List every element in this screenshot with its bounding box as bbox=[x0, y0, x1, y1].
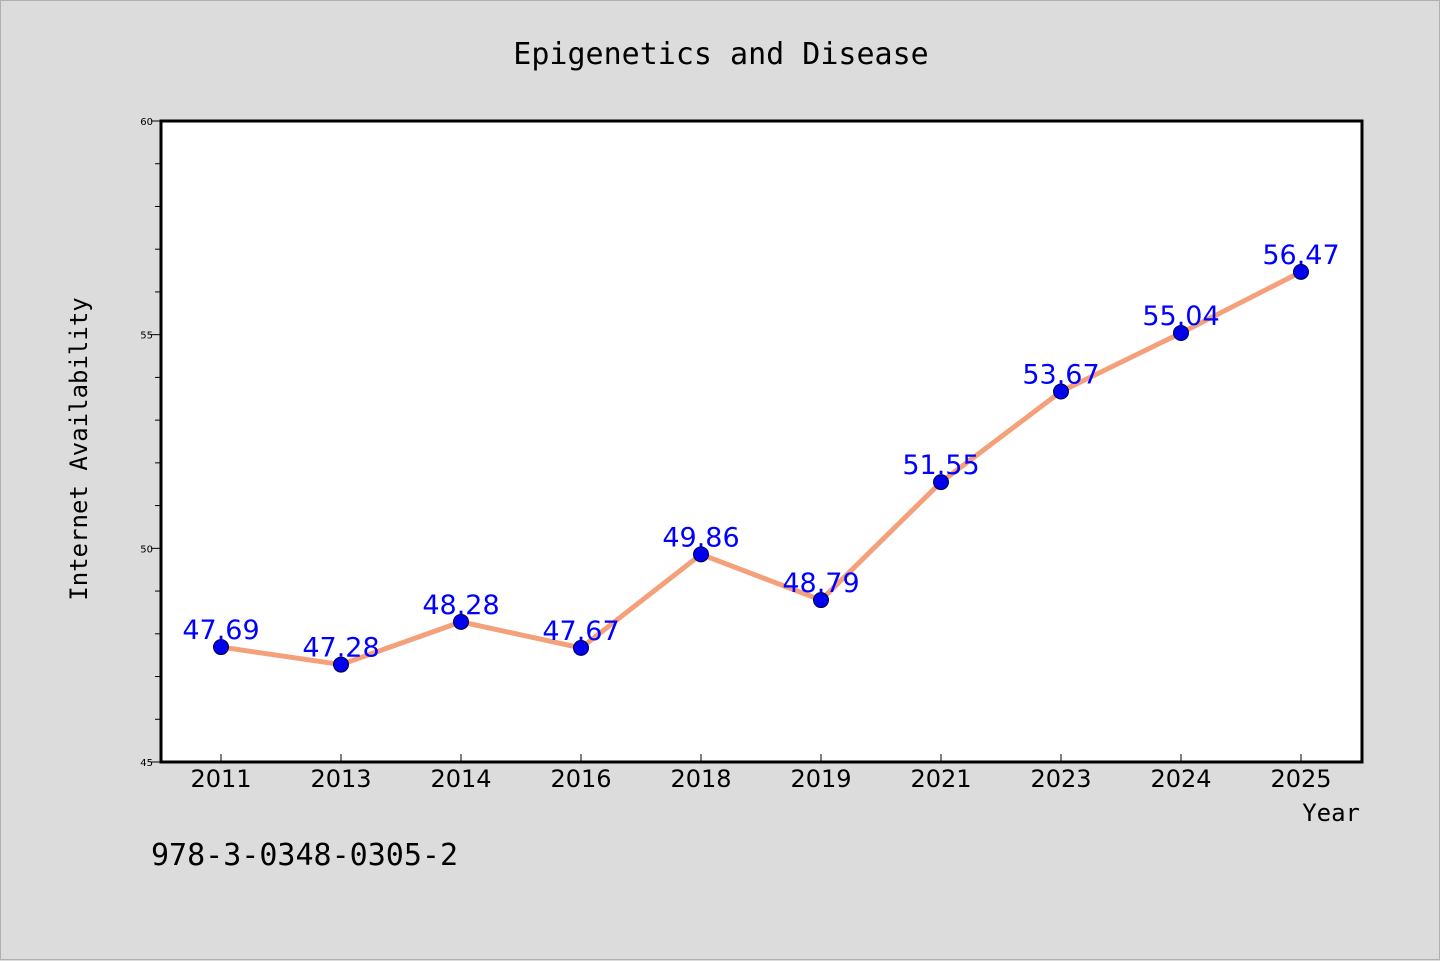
data-point bbox=[1173, 324, 1189, 341]
x-tick-label: 2013 bbox=[310, 765, 371, 793]
data-point bbox=[1293, 263, 1309, 280]
data-point bbox=[213, 639, 229, 656]
x-tick-label: 2011 bbox=[190, 765, 251, 793]
x-axis-label: Year bbox=[1302, 799, 1360, 827]
x-tick-label: 2016 bbox=[550, 765, 611, 793]
y-axis: 45 50 55 60 bbox=[140, 117, 161, 769]
data-point bbox=[1053, 383, 1069, 400]
x-tick-label: 2018 bbox=[670, 765, 731, 793]
data-label: 48.79 bbox=[782, 568, 859, 599]
data-label: 47.69 bbox=[182, 615, 259, 646]
y-tick-label: 45 bbox=[140, 758, 153, 769]
data-label: 53.67 bbox=[1022, 360, 1099, 391]
series-group bbox=[213, 263, 1309, 673]
chart-title: Epigenetics and Disease bbox=[513, 37, 928, 72]
y-tick-label: 50 bbox=[140, 544, 153, 555]
data-label: 49.86 bbox=[662, 522, 739, 553]
x-tick-label: 2025 bbox=[1270, 765, 1331, 793]
data-point bbox=[813, 592, 829, 609]
x-tick-label: 2019 bbox=[790, 765, 851, 793]
x-tick-label: 2014 bbox=[430, 765, 491, 793]
series-line bbox=[220, 269, 1303, 668]
x-tick-label: 2024 bbox=[1150, 765, 1211, 793]
isbn-footer: 978-3-0348-0305-2 bbox=[151, 838, 458, 873]
x-axis: 2011 2013 2014 2016 2018 2019 2021 2023 2024 2025 bbox=[190, 754, 1332, 793]
data-point bbox=[573, 639, 589, 656]
data-point bbox=[333, 656, 349, 673]
x-tick-label: 2023 bbox=[1030, 765, 1091, 793]
data-label: 47.67 bbox=[542, 616, 619, 647]
data-labels: 47.69 47.28 48.28 47.67 49.86 48.79 51.55 53.67… bbox=[182, 240, 1339, 664]
x-tick-label: 2021 bbox=[910, 765, 971, 793]
y-tick-label: 55 bbox=[140, 331, 153, 342]
data-point bbox=[933, 474, 949, 491]
data-label: 47.28 bbox=[302, 633, 379, 664]
y-axis-label: Internet Availability bbox=[65, 297, 93, 600]
data-label: 48.28 bbox=[422, 590, 499, 621]
data-label: 56.47 bbox=[1262, 240, 1339, 271]
data-label: 51.55 bbox=[902, 450, 979, 481]
data-point bbox=[693, 546, 709, 563]
data-label: 55.04 bbox=[1142, 301, 1219, 332]
data-point bbox=[453, 613, 469, 630]
y-tick-label: 60 bbox=[140, 117, 153, 128]
